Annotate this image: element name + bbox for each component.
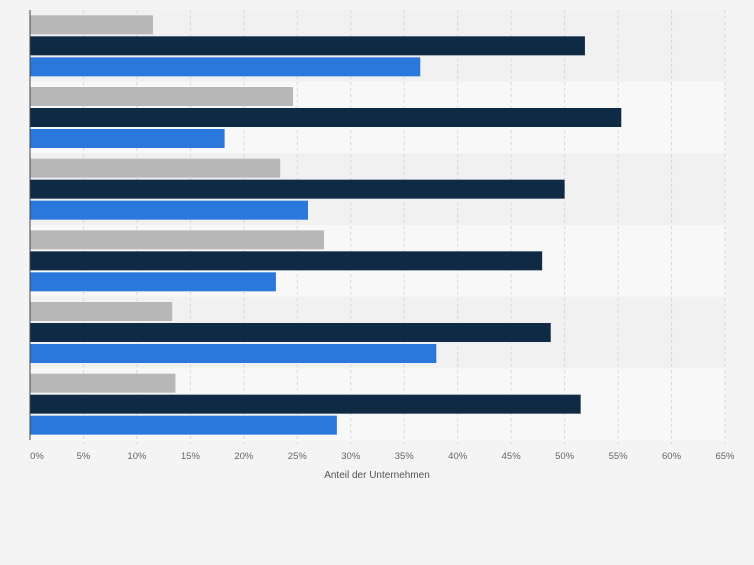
- bar: [30, 272, 276, 292]
- x-axis-tick-label: 50%: [555, 451, 575, 462]
- bar: [30, 251, 543, 271]
- x-axis-tick-label: 20%: [234, 451, 254, 462]
- bar: [30, 15, 153, 35]
- x-axis-tick-label: 60%: [662, 451, 682, 462]
- x-axis-tick-label: 35%: [395, 451, 415, 462]
- bar: [30, 200, 308, 220]
- x-axis-tick-label: 10%: [127, 451, 147, 462]
- bar: [30, 344, 437, 363]
- bar: [30, 394, 581, 414]
- x-axis-tick-label: 40%: [448, 451, 468, 462]
- x-axis-tick-label: 25%: [288, 451, 308, 462]
- bar: [30, 415, 337, 435]
- bar: [30, 129, 225, 148]
- bar: [30, 179, 565, 199]
- bar: [30, 302, 173, 321]
- x-axis-tick-label: 45%: [502, 451, 522, 462]
- x-axis-tick-labels: 0% 5% 10% 15% 20% 25% 30% 35% 40% 45% 50% 55% 60% 65%: [30, 451, 735, 462]
- x-axis-label: Anteil der Unternehmen: [324, 470, 430, 481]
- bar: [30, 57, 421, 77]
- x-axis-tick-label: 15%: [181, 451, 201, 462]
- x-axis-tick-label: 30%: [341, 451, 361, 462]
- bars: [30, 15, 622, 435]
- x-axis-tick-label: 55%: [609, 451, 629, 462]
- bar: [30, 373, 176, 393]
- bar: [30, 323, 551, 342]
- x-axis-tick-label: 5%: [77, 451, 91, 462]
- bar: [30, 36, 585, 56]
- bar: [30, 230, 325, 250]
- bar: [30, 158, 281, 178]
- x-axis-tick-label: 0%: [30, 451, 44, 462]
- x-axis-tick-label: 65%: [715, 451, 735, 462]
- bar: [30, 87, 294, 106]
- bar: [30, 108, 622, 127]
- grid-lines: [82, 10, 726, 444]
